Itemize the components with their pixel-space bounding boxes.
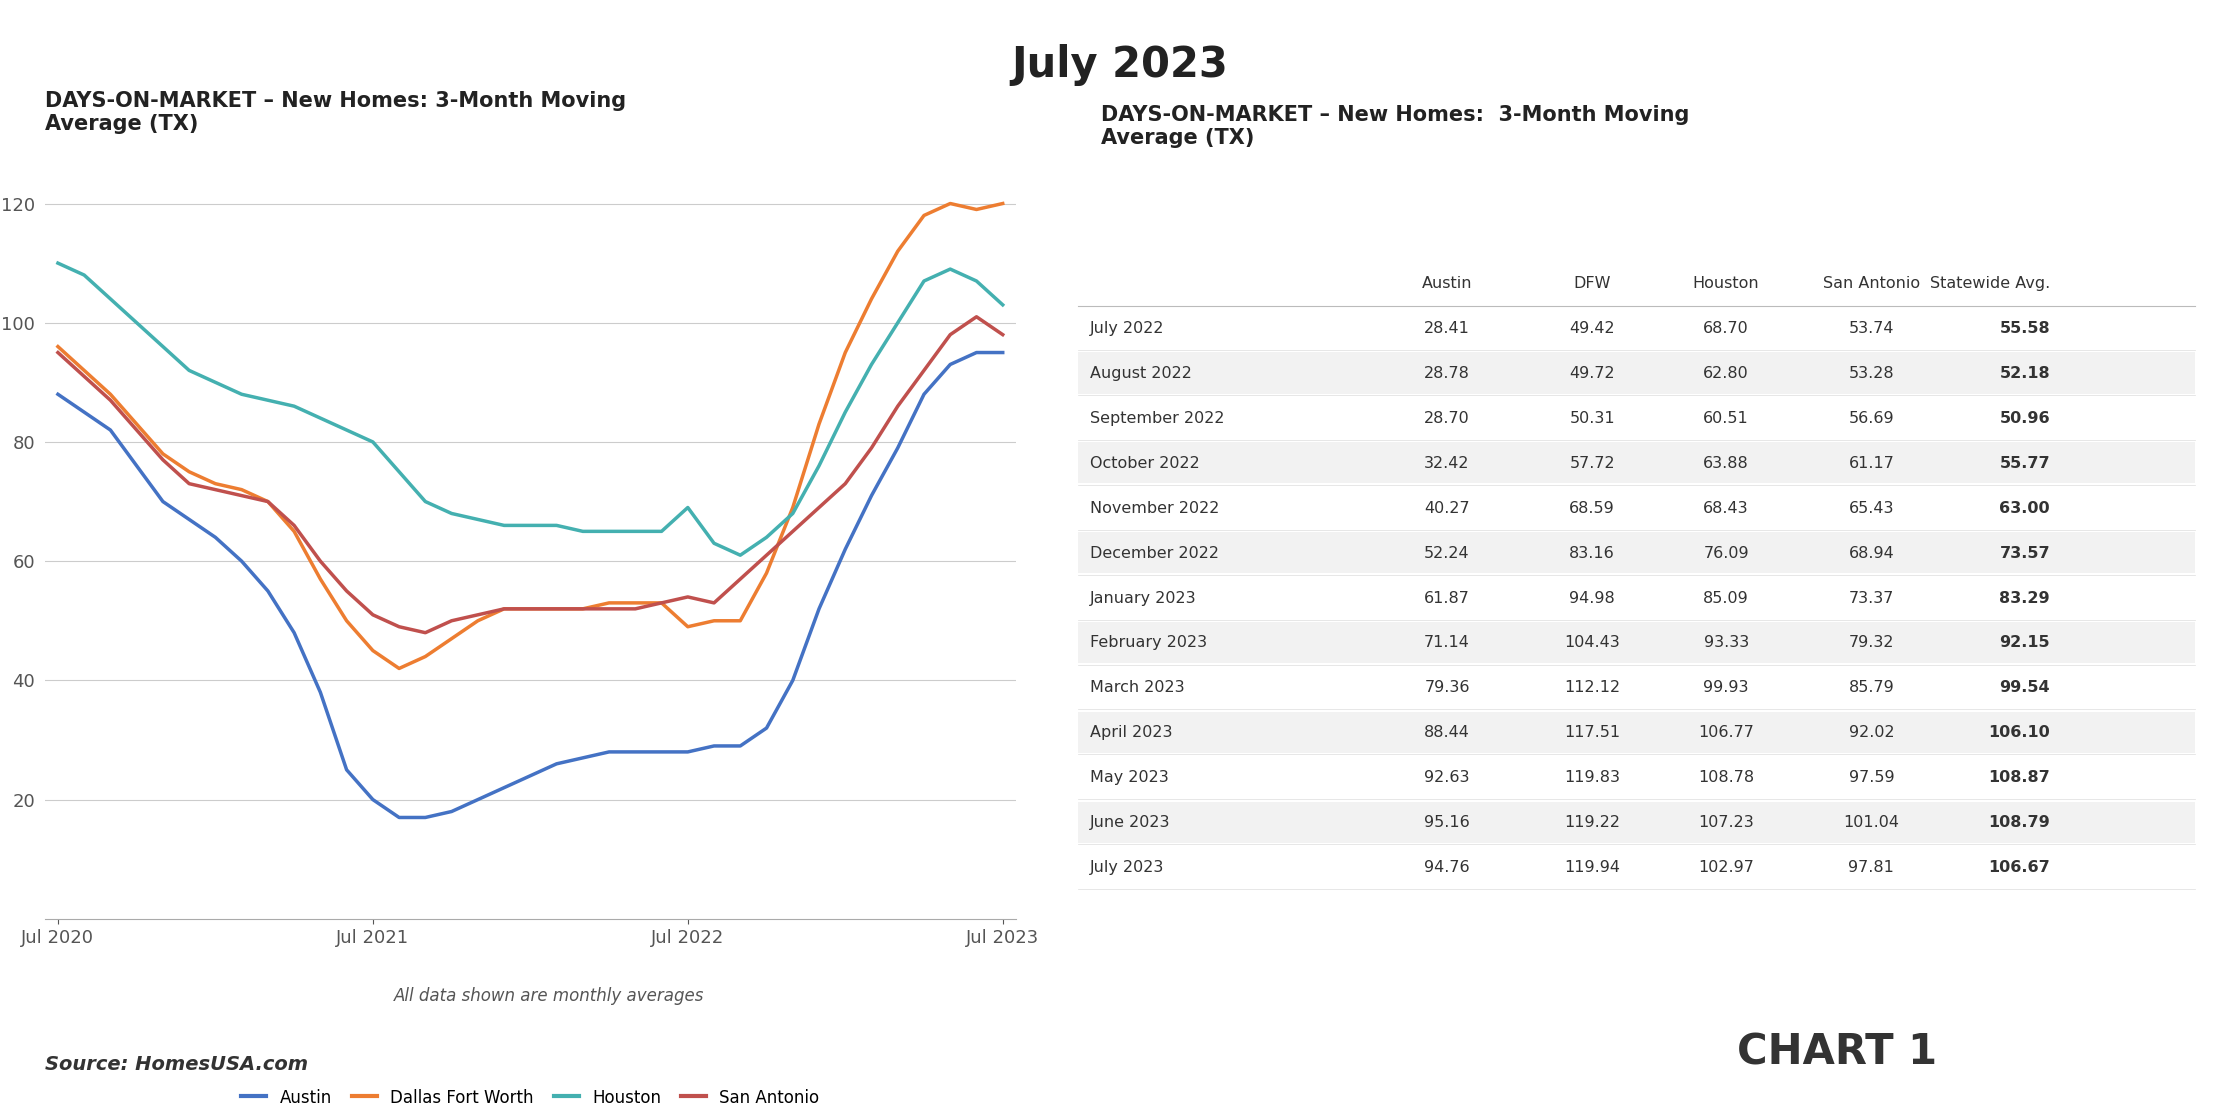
Text: 28.70: 28.70 [1425,411,1469,426]
Text: December 2022: December 2022 [1089,546,1219,560]
Text: Austin: Austin [1422,276,1472,291]
Text: 52.24: 52.24 [1425,546,1469,560]
Text: 68.43: 68.43 [1702,500,1749,516]
Text: 61.87: 61.87 [1425,590,1469,606]
Text: 49.72: 49.72 [1570,365,1615,381]
Text: April 2023: April 2023 [1089,725,1172,741]
Text: June 2023: June 2023 [1089,815,1169,830]
Text: CHART 1: CHART 1 [1736,1032,1938,1074]
FancyBboxPatch shape [1077,801,2195,842]
Text: 32.42: 32.42 [1425,456,1469,470]
Text: All data shown are monthly averages: All data shown are monthly averages [394,987,703,1005]
Text: DFW: DFW [1572,276,1611,291]
Text: 28.78: 28.78 [1425,365,1469,381]
Text: 65.43: 65.43 [1848,500,1895,516]
Text: 63.00: 63.00 [2000,500,2050,516]
Text: 62.80: 62.80 [1702,365,1749,381]
Text: November 2022: November 2022 [1089,500,1219,516]
Text: 106.67: 106.67 [1989,860,2050,876]
Text: 50.96: 50.96 [2000,411,2050,426]
Text: 73.57: 73.57 [2000,546,2050,560]
Text: January 2023: January 2023 [1089,590,1196,606]
FancyBboxPatch shape [1077,352,2195,393]
Text: September 2022: September 2022 [1089,411,1223,426]
Text: 94.98: 94.98 [1570,590,1615,606]
Text: 108.87: 108.87 [1989,770,2050,785]
Text: Houston: Houston [1693,276,1758,291]
Text: 60.51: 60.51 [1702,411,1749,426]
Text: 106.10: 106.10 [1989,725,2050,741]
Text: 106.77: 106.77 [1698,725,1754,741]
Text: 112.12: 112.12 [1564,681,1620,695]
Text: Source: HomesUSA.com: Source: HomesUSA.com [45,1055,307,1074]
Text: 71.14: 71.14 [1425,635,1469,651]
Text: 85.79: 85.79 [1848,681,1895,695]
Text: 53.28: 53.28 [1848,365,1895,381]
FancyBboxPatch shape [1077,532,2195,573]
Text: October 2022: October 2022 [1089,456,1198,470]
Text: 61.17: 61.17 [1848,456,1895,470]
Text: 63.88: 63.88 [1702,456,1749,470]
Text: 101.04: 101.04 [1844,815,1900,830]
Text: 108.79: 108.79 [1989,815,2050,830]
Text: 57.72: 57.72 [1570,456,1615,470]
Text: 107.23: 107.23 [1698,815,1754,830]
Text: 68.59: 68.59 [1570,500,1615,516]
Text: 79.32: 79.32 [1848,635,1895,651]
Text: 76.09: 76.09 [1702,546,1749,560]
Text: 28.41: 28.41 [1425,321,1469,335]
Text: March 2023: March 2023 [1089,681,1185,695]
Text: 119.83: 119.83 [1564,770,1620,785]
Text: 99.93: 99.93 [1702,681,1749,695]
Text: 94.76: 94.76 [1425,860,1469,876]
Text: 56.69: 56.69 [1848,411,1895,426]
Text: 68.94: 68.94 [1848,546,1895,560]
Text: 117.51: 117.51 [1564,725,1620,741]
Text: July 2023: July 2023 [1089,860,1165,876]
Text: 83.29: 83.29 [2000,590,2050,606]
Text: 68.70: 68.70 [1702,321,1749,335]
Text: 97.59: 97.59 [1848,770,1895,785]
Text: 52.18: 52.18 [2000,365,2050,381]
Text: 88.44: 88.44 [1425,725,1469,741]
Text: 108.78: 108.78 [1698,770,1754,785]
Text: 95.16: 95.16 [1425,815,1469,830]
Text: 83.16: 83.16 [1570,546,1615,560]
Text: 49.42: 49.42 [1570,321,1615,335]
Text: Statewide Avg.: Statewide Avg. [1931,276,2050,291]
Legend: Austin, Dallas Fort Worth, Houston, San Antonio: Austin, Dallas Fort Worth, Houston, San … [235,1083,827,1107]
Text: February 2023: February 2023 [1089,635,1207,651]
Text: July 2023: July 2023 [1012,44,1228,86]
Text: 99.54: 99.54 [2000,681,2050,695]
Text: 55.58: 55.58 [2000,321,2050,335]
Text: 119.22: 119.22 [1564,815,1620,830]
Text: 92.63: 92.63 [1425,770,1469,785]
Text: 85.09: 85.09 [1702,590,1749,606]
Text: DAYS-ON-MARKET – New Homes: 3-Month Moving
Average (TX): DAYS-ON-MARKET – New Homes: 3-Month Movi… [45,91,625,134]
Text: 79.36: 79.36 [1425,681,1469,695]
Text: July 2022: July 2022 [1089,321,1165,335]
Text: 40.27: 40.27 [1425,500,1469,516]
Text: 102.97: 102.97 [1698,860,1754,876]
Text: May 2023: May 2023 [1089,770,1169,785]
Text: 53.74: 53.74 [1848,321,1895,335]
FancyBboxPatch shape [1077,442,2195,484]
FancyBboxPatch shape [1077,622,2195,663]
Text: San Antonio: San Antonio [1823,276,1920,291]
Text: 93.33: 93.33 [1705,635,1749,651]
Text: 104.43: 104.43 [1564,635,1620,651]
Text: 50.31: 50.31 [1570,411,1615,426]
Text: 73.37: 73.37 [1848,590,1895,606]
Text: DAYS-ON-MARKET – New Homes:  3-Month Moving
Average (TX): DAYS-ON-MARKET – New Homes: 3-Month Movi… [1100,105,1689,148]
Text: 97.81: 97.81 [1848,860,1895,876]
Text: 92.02: 92.02 [1848,725,1895,741]
FancyBboxPatch shape [1077,712,2195,753]
Text: 119.94: 119.94 [1564,860,1620,876]
Text: August 2022: August 2022 [1089,365,1192,381]
Text: 92.15: 92.15 [2000,635,2050,651]
Text: 55.77: 55.77 [2000,456,2050,470]
